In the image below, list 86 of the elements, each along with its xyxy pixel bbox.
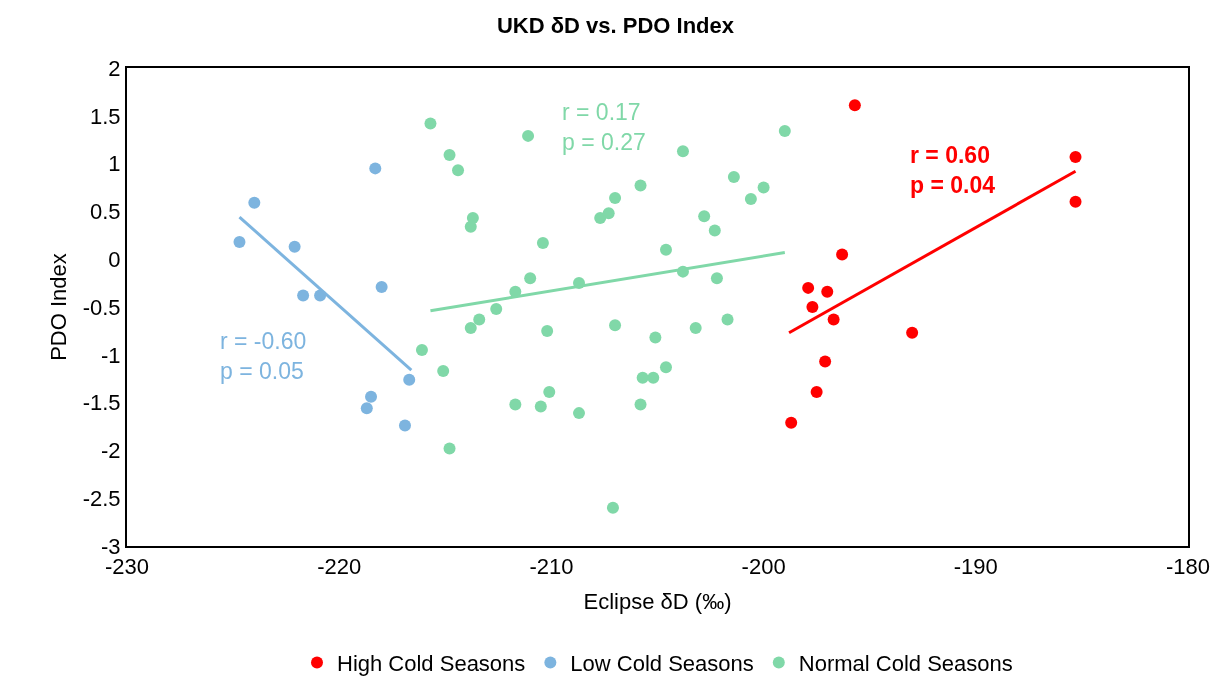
y-tick-label: -1.5 — [82, 390, 121, 416]
point — [524, 272, 537, 285]
x-tick-label: -220 — [317, 554, 362, 580]
point — [689, 322, 702, 335]
point — [365, 390, 378, 403]
y-tick-label: 2 — [108, 55, 121, 81]
point — [721, 313, 734, 326]
y-tick-label: 1.5 — [90, 103, 121, 129]
x-tick-label: -200 — [741, 554, 786, 580]
point — [634, 179, 647, 192]
point — [602, 207, 615, 220]
point — [606, 501, 619, 514]
point — [821, 285, 834, 298]
point — [710, 272, 723, 285]
y-tick-label: -2.5 — [82, 485, 121, 511]
point — [536, 236, 549, 249]
point — [802, 281, 815, 294]
x-tick-label: -210 — [529, 554, 574, 580]
legend-label: High Cold Seasons — [337, 650, 526, 676]
point — [424, 117, 437, 130]
point — [403, 373, 416, 386]
y-tick-label: -0.5 — [82, 294, 121, 320]
chart-title: UKD δD vs. PDO Index — [496, 12, 735, 38]
point — [634, 398, 647, 411]
point — [522, 129, 535, 142]
point — [473, 313, 486, 326]
point — [360, 402, 373, 415]
point — [490, 302, 503, 315]
annotation: r = 0.17 p = 0.27 — [562, 99, 646, 155]
point — [464, 220, 477, 233]
point — [297, 289, 310, 302]
point — [785, 416, 798, 429]
x-axis-title: Eclipse δD (‰) — [583, 588, 732, 614]
point — [369, 162, 382, 175]
point — [573, 407, 585, 420]
point — [660, 243, 672, 256]
point — [609, 319, 622, 332]
point — [810, 386, 823, 399]
point — [906, 326, 919, 339]
y-tick-label: 1 — [108, 151, 121, 177]
point — [708, 224, 721, 237]
point — [415, 344, 428, 357]
point — [806, 301, 819, 313]
y-tick-label: 0 — [108, 246, 121, 272]
point — [464, 322, 477, 335]
point — [757, 181, 770, 194]
point — [819, 355, 832, 368]
point — [649, 331, 662, 344]
legend-label: Normal Cold Seasons — [798, 650, 1013, 676]
point — [452, 164, 465, 177]
point — [288, 240, 301, 253]
point — [636, 371, 649, 384]
point — [541, 324, 554, 337]
y-tick-label: -1 — [101, 342, 121, 368]
point — [836, 248, 849, 261]
point — [698, 210, 711, 223]
point — [609, 192, 622, 205]
point — [727, 170, 740, 183]
point — [443, 442, 456, 455]
point — [848, 99, 861, 112]
point — [534, 400, 547, 413]
point — [398, 419, 411, 432]
annotation: r = -0.60 p = 0.05 — [220, 328, 307, 384]
point — [827, 313, 840, 326]
x-tick-label: -180 — [1165, 554, 1211, 580]
point — [660, 361, 672, 374]
x-tick-label: -190 — [953, 554, 998, 580]
point — [744, 192, 757, 205]
point — [248, 196, 261, 209]
legend-label: Low Cold Seasons — [570, 650, 754, 676]
point — [233, 235, 246, 248]
point — [437, 365, 450, 378]
point — [778, 125, 791, 138]
y-axis-title: PDO Index — [45, 253, 71, 361]
point — [443, 149, 456, 161]
point — [509, 398, 522, 411]
y-tick-label: -2 — [101, 438, 121, 464]
point — [375, 280, 388, 293]
point — [676, 145, 689, 158]
point — [594, 212, 607, 225]
y-tick-label: 0.5 — [90, 199, 121, 225]
annotation: r = 0.60 p = 0.04 — [910, 142, 996, 198]
point — [1069, 195, 1082, 208]
point — [543, 386, 556, 399]
point — [1069, 150, 1082, 163]
point — [647, 371, 660, 384]
